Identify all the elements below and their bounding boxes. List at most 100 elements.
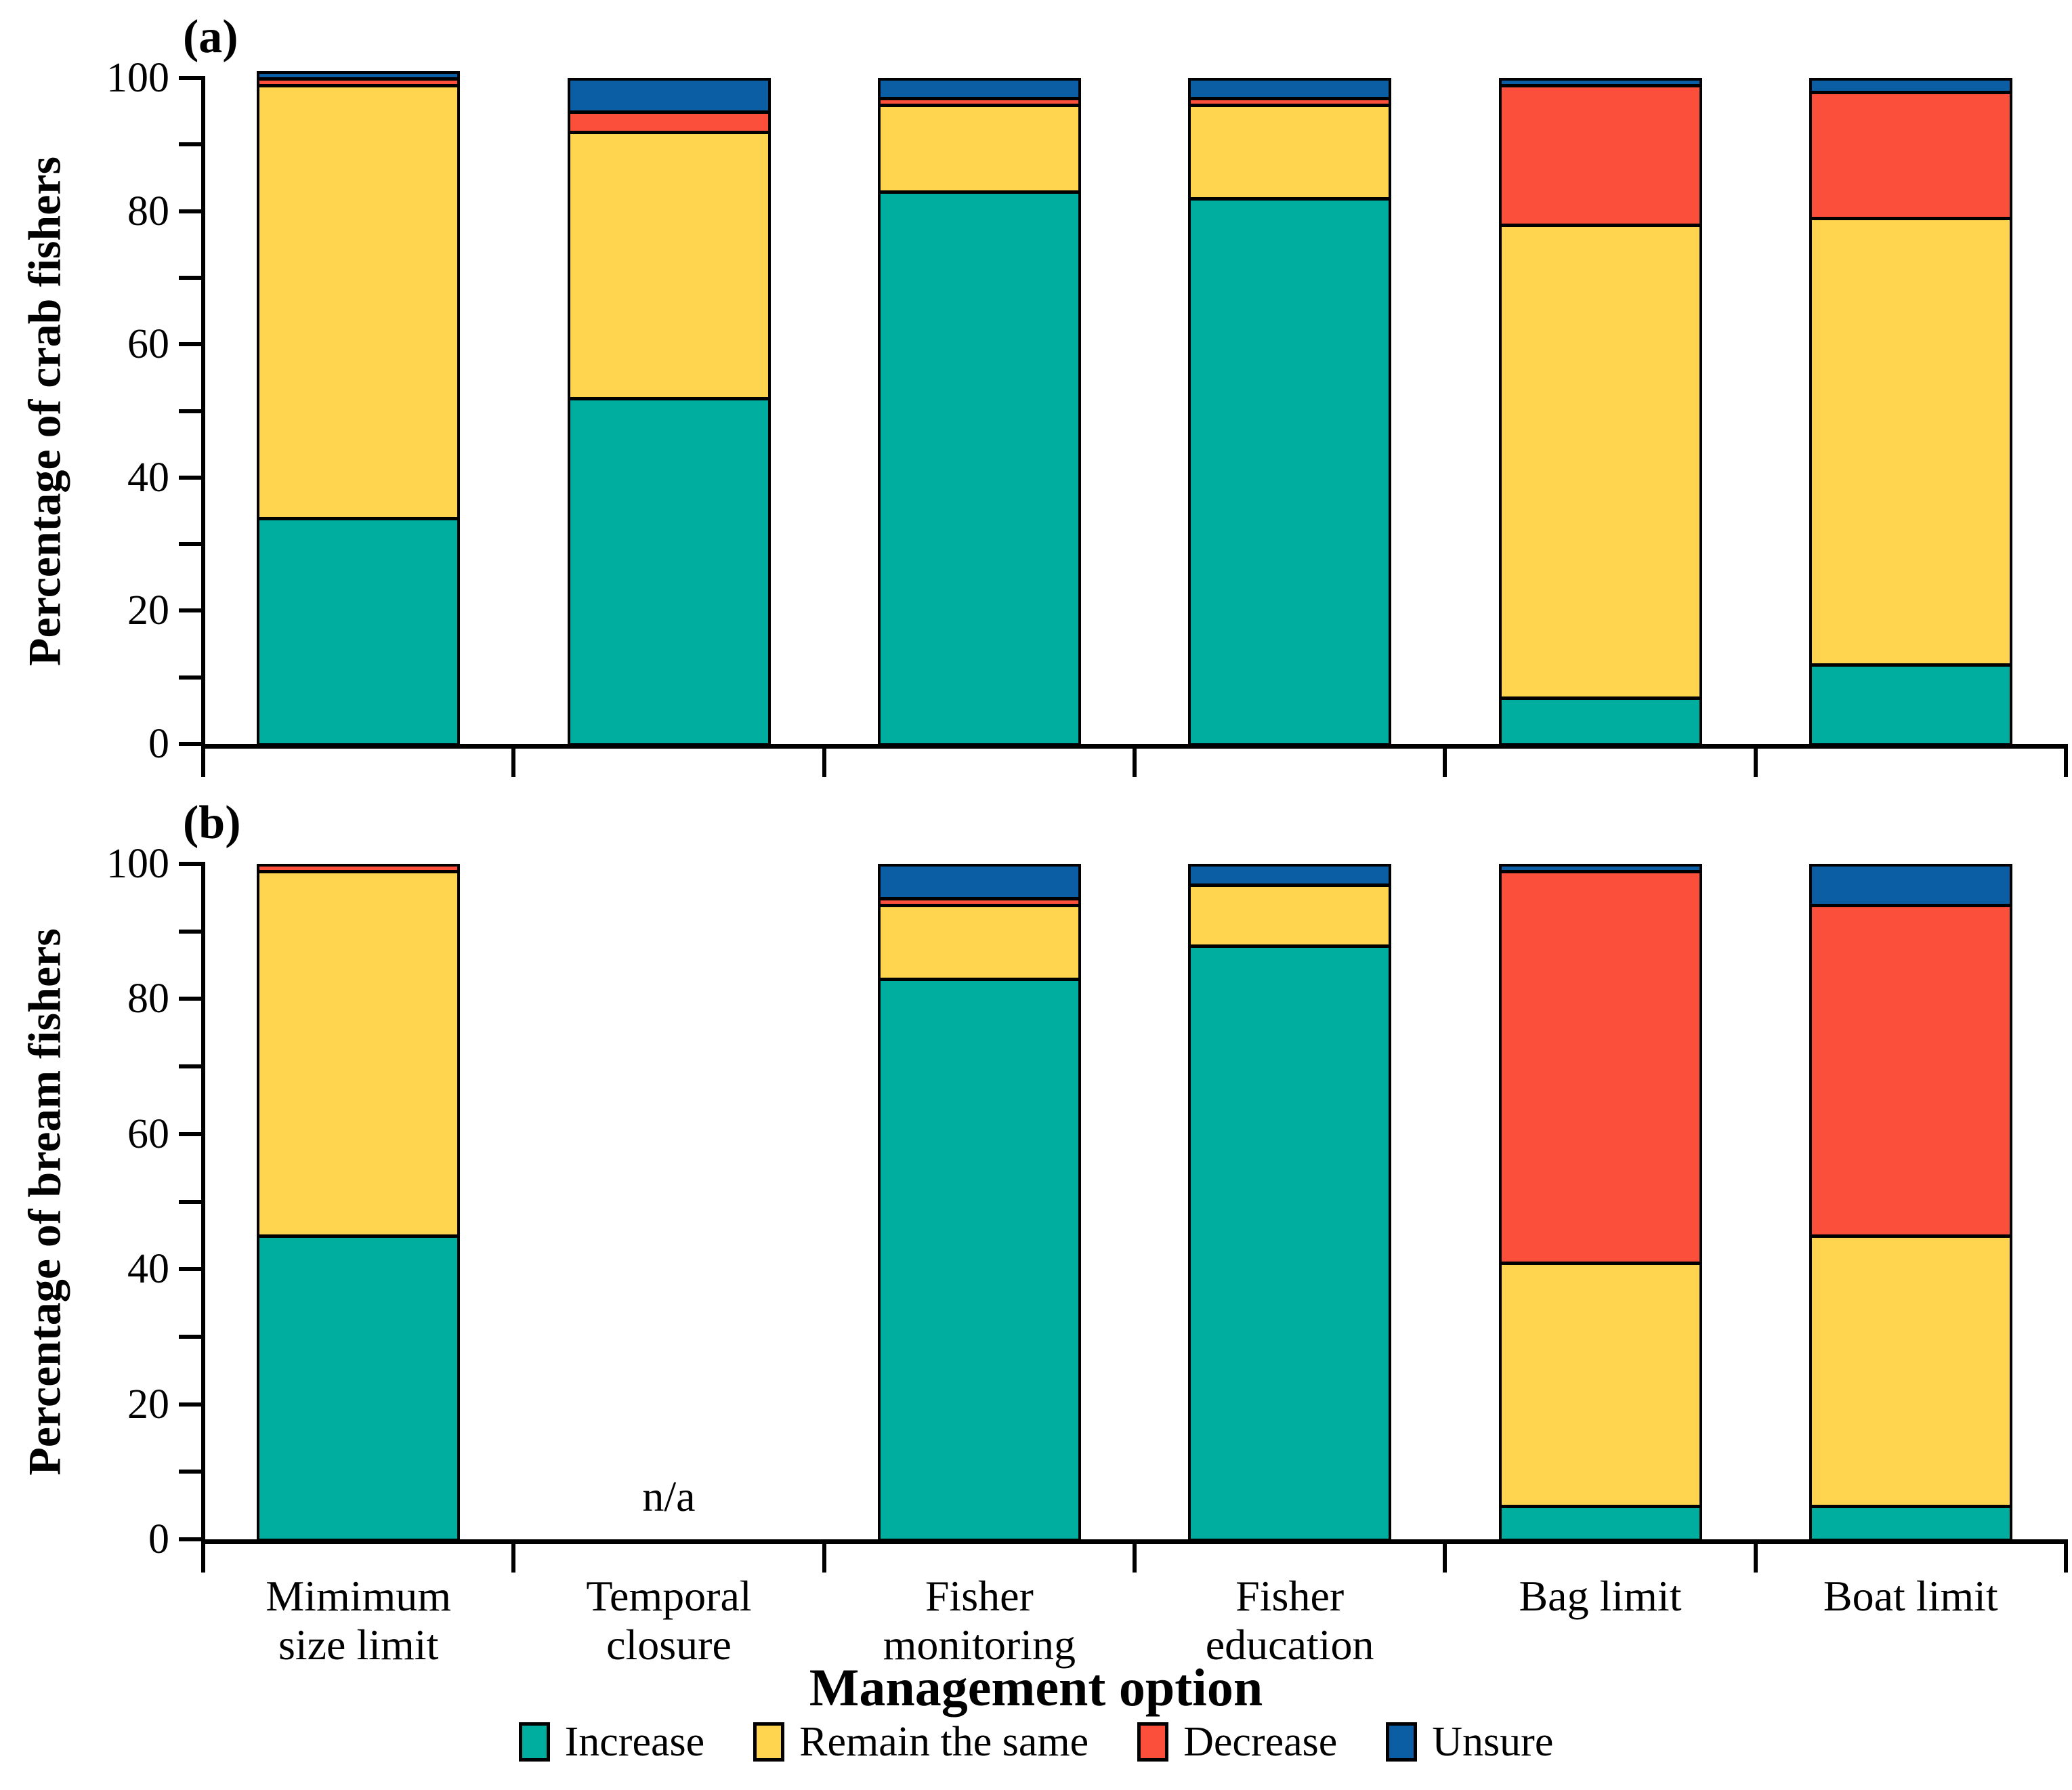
bar-segment-unsure xyxy=(1498,78,1702,87)
bar-segment-decrease xyxy=(1498,870,1702,1265)
legend-item-increase: Increase xyxy=(518,1719,705,1765)
y-tick xyxy=(179,209,202,213)
bar-segment-unsure xyxy=(877,78,1081,100)
bar-segment-remain xyxy=(1188,104,1392,200)
y-tick-label: 60 xyxy=(127,1110,169,1157)
y-tick xyxy=(179,997,202,1001)
y-tick xyxy=(179,1131,202,1136)
y-tick xyxy=(179,1199,202,1204)
bar-segment-unsure xyxy=(1188,78,1392,100)
y-tick-label: 40 xyxy=(127,1246,169,1293)
bar-segment-increase xyxy=(1188,944,1392,1541)
bar-segment-decrease xyxy=(1809,904,2012,1238)
bar-segment-remain xyxy=(1809,217,2012,667)
bar-segment-increase xyxy=(877,191,1081,746)
legend-swatch-decrease xyxy=(1137,1722,1169,1762)
bar-segment-decrease xyxy=(1809,91,2012,220)
legend-item-remain: Remain the same xyxy=(753,1721,1088,1763)
bar-segment-increase xyxy=(877,978,1081,1541)
bar-segment-remain xyxy=(257,84,461,520)
y-tick-label: 20 xyxy=(127,587,169,634)
legend-swatch-increase xyxy=(518,1722,550,1762)
y-tick-label: 40 xyxy=(127,454,169,501)
bar-segment-increase xyxy=(257,1235,461,1541)
legend-label: Increase xyxy=(564,1719,705,1765)
bar-segment-unsure xyxy=(1188,864,1392,886)
y-tick-label: 60 xyxy=(127,321,169,368)
bar-segment-remain xyxy=(877,904,1081,981)
bar-segment-unsure xyxy=(877,864,1081,900)
x-tick xyxy=(201,1544,205,1573)
y-axis-line xyxy=(201,862,205,1541)
bar-segment-decrease xyxy=(567,111,771,133)
bar-segment-decrease xyxy=(1498,84,1702,227)
bar-segment-increase xyxy=(1498,1505,1702,1541)
y-tick xyxy=(179,1470,202,1474)
bar-segment-increase xyxy=(1498,697,1702,746)
x-tick xyxy=(511,1544,516,1573)
category-label: Boat limit xyxy=(1823,1572,1998,1620)
legend-item-unsure: Unsure xyxy=(1386,1721,1553,1763)
bar-segment-increase xyxy=(1809,1505,2012,1541)
x-tick xyxy=(822,1544,826,1573)
y-tick xyxy=(179,862,202,866)
bar-segment-increase xyxy=(1809,664,2012,746)
legend-swatch-unsure xyxy=(1386,1722,1418,1762)
x-axis-line xyxy=(201,744,2068,749)
x-axis-line xyxy=(201,1539,2068,1544)
na-label: n/a xyxy=(642,1472,696,1520)
y-tick-label: 100 xyxy=(106,841,169,887)
category-label: Fisher education xyxy=(1205,1572,1374,1669)
y-tick-label: 0 xyxy=(148,721,169,767)
y-tick-label: 20 xyxy=(127,1381,169,1428)
y-tick xyxy=(179,1267,202,1272)
category-label: Bag limit xyxy=(1519,1572,1682,1620)
y-tick xyxy=(179,475,202,480)
y-tick xyxy=(179,542,202,547)
bar-segment-unsure xyxy=(1809,78,2012,93)
legend-item-decrease: Decrease xyxy=(1137,1721,1337,1763)
y-tick xyxy=(179,1537,202,1541)
y-tick xyxy=(179,342,202,347)
y-tick xyxy=(179,742,202,746)
bar-segment-increase xyxy=(567,397,771,746)
y-axis-label: Percentage of bream fishers xyxy=(18,928,70,1476)
y-tick xyxy=(179,1334,202,1339)
y-tick xyxy=(179,76,202,80)
bar-segment-remain xyxy=(257,870,461,1238)
y-axis-label: Percentage of crab fishers xyxy=(18,156,70,666)
y-tick-label: 100 xyxy=(106,55,169,101)
x-tick xyxy=(1753,1544,1758,1573)
panel-tag: (b) xyxy=(183,797,241,849)
x-tick xyxy=(1443,749,1447,777)
x-tick xyxy=(511,749,516,777)
y-tick xyxy=(179,675,202,680)
bar-segment-remain xyxy=(1809,1235,2012,1508)
x-axis-title: Management option xyxy=(809,1658,1263,1717)
x-tick xyxy=(1133,749,1137,777)
bar-segment-unsure xyxy=(1809,864,2012,907)
bar-segment-unsure xyxy=(567,78,771,114)
y-tick xyxy=(179,929,202,934)
x-tick xyxy=(1133,1544,1137,1573)
x-tick xyxy=(201,749,205,777)
bar-segment-increase xyxy=(257,517,461,746)
legend-label: Unsure xyxy=(1432,1719,1554,1765)
y-tick xyxy=(179,1402,202,1407)
legend: Increase Remain the same Decrease Unsure xyxy=(0,1721,2072,1763)
category-label: Temporal closure xyxy=(586,1572,752,1669)
bar-segment-remain xyxy=(567,131,771,400)
y-tick-label: 80 xyxy=(127,976,169,1022)
x-tick xyxy=(1443,1544,1447,1573)
y-tick xyxy=(179,275,202,280)
legend-swatch-remain xyxy=(753,1722,785,1762)
y-tick-label: 80 xyxy=(127,188,169,234)
bar-segment-decrease xyxy=(257,864,461,873)
x-tick xyxy=(822,749,826,777)
bar-segment-remain xyxy=(1498,1262,1702,1508)
y-tick xyxy=(179,608,202,613)
bar-segment-unsure xyxy=(257,71,461,80)
bar-segment-unsure xyxy=(1498,864,1702,873)
bar-segment-remain xyxy=(1188,883,1392,947)
x-tick xyxy=(1753,749,1758,777)
